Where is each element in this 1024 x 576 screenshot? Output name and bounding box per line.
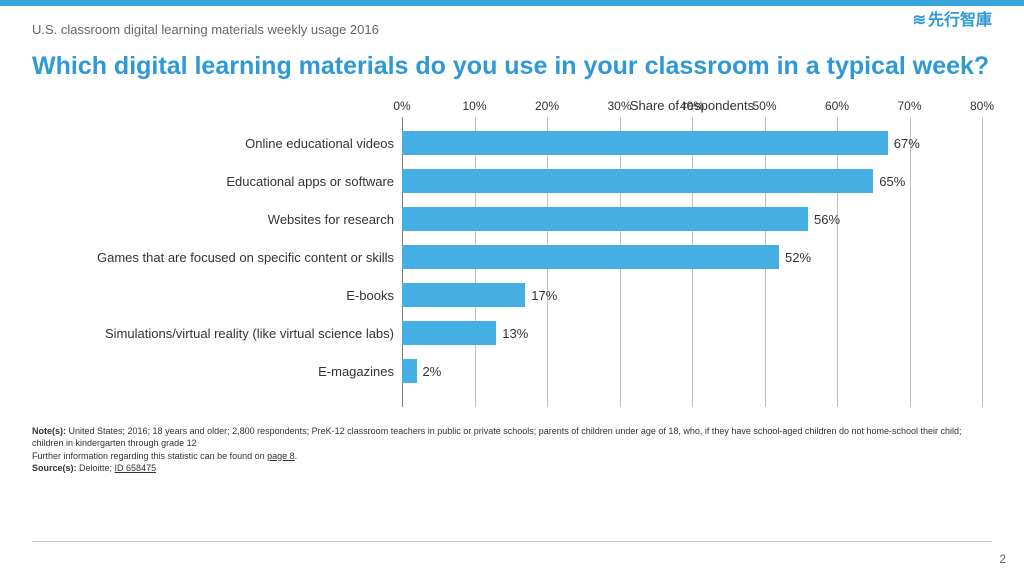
bar (402, 207, 808, 231)
source-label: Source(s): (32, 463, 77, 473)
value-label: 56% (814, 212, 840, 227)
x-tick-label: 40% (680, 99, 704, 113)
chart-container: Share of respondents 0%10%20%30%40%50%60… (42, 98, 992, 407)
category-label: E-magazines (42, 364, 402, 379)
footer-rule (32, 541, 992, 542)
further-link[interactable]: page 8 (267, 451, 295, 461)
bar (402, 131, 888, 155)
category-label: Games that are focused on specific conte… (42, 250, 402, 265)
bar-row: E-magazines2% (402, 359, 982, 383)
page-title: Which digital learning materials do you … (32, 51, 992, 82)
value-label: 65% (879, 174, 905, 189)
further-prefix: Further information regarding this stati… (32, 451, 267, 461)
value-label: 52% (785, 250, 811, 265)
bar (402, 321, 496, 345)
note-text: United States; 2016; 18 years and older;… (32, 426, 962, 448)
x-tick-label: 50% (752, 99, 776, 113)
value-label: 17% (531, 288, 557, 303)
category-label: Online educational videos (42, 136, 402, 151)
bar (402, 283, 525, 307)
x-tick-label: 0% (393, 99, 410, 113)
logo-wave-icon: ≋ (913, 10, 924, 30)
bar-row: Online educational videos67% (402, 131, 982, 155)
note-line: Note(s): United States; 2016; 18 years a… (32, 425, 992, 449)
logo-text: 先行智庫 (928, 12, 992, 29)
source-link[interactable]: ID 658475 (115, 463, 157, 473)
bar (402, 245, 779, 269)
brand-logo: ≋先行智庫 (913, 6, 992, 30)
page: ≋先行智庫 U.S. classroom digital learning ma… (0, 6, 1024, 576)
category-label: Websites for research (42, 212, 402, 227)
x-tick-label: 30% (607, 99, 631, 113)
plot-area: 0%10%20%30%40%50%60%70%80%Online educati… (402, 117, 982, 407)
page-subtitle: U.S. classroom digital learning material… (32, 22, 992, 37)
source-line: Source(s): Deloitte; ID 658475 (32, 462, 992, 474)
source-text: Deloitte; (77, 463, 115, 473)
value-label: 2% (423, 364, 442, 379)
bar (402, 169, 873, 193)
bar-row: Games that are focused on specific conte… (402, 245, 982, 269)
x-tick-label: 10% (462, 99, 486, 113)
x-tick-label: 70% (897, 99, 921, 113)
x-tick-label: 60% (825, 99, 849, 113)
category-label: Educational apps or software (42, 174, 402, 189)
bar (402, 359, 417, 383)
bar-row: Websites for research56% (402, 207, 982, 231)
bar-row: Educational apps or software65% (402, 169, 982, 193)
category-label: Simulations/virtual reality (like virtua… (42, 326, 402, 341)
further-line: Further information regarding this stati… (32, 450, 992, 462)
bar-row: Simulations/virtual reality (like virtua… (402, 321, 982, 345)
page-number: 2 (999, 552, 1006, 566)
bar-chart: 0%10%20%30%40%50%60%70%80%Online educati… (42, 117, 992, 407)
x-tick-label: 80% (970, 99, 994, 113)
x-tick-label: 20% (535, 99, 559, 113)
bar-row: E-books17% (402, 283, 982, 307)
value-label: 67% (894, 136, 920, 151)
footnotes: Note(s): United States; 2016; 18 years a… (32, 425, 992, 474)
note-label: Note(s): (32, 426, 66, 436)
further-suffix: . (295, 451, 298, 461)
category-label: E-books (42, 288, 402, 303)
value-label: 13% (502, 326, 528, 341)
gridline (982, 117, 983, 407)
